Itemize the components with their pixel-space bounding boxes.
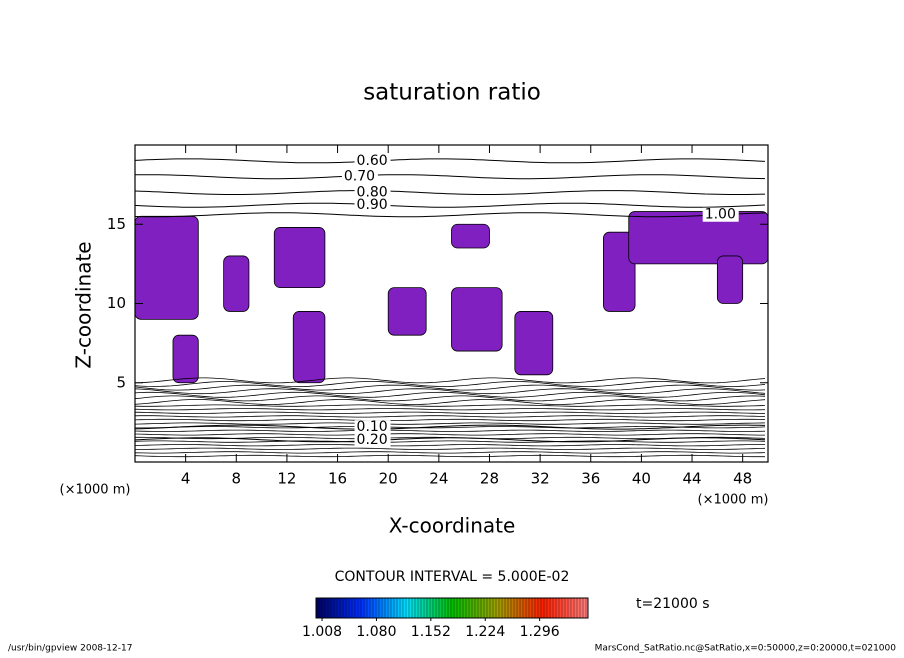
contour-label-bg <box>354 198 391 213</box>
x-tick-label: 8 <box>232 470 242 488</box>
contour-line <box>135 212 766 218</box>
contour-line-minor <box>135 384 766 391</box>
contour-label-bg <box>354 153 391 168</box>
contour-line-minor <box>135 451 766 454</box>
contour-line-minor <box>135 408 766 411</box>
y-unit: (×1000 m) <box>60 483 131 498</box>
y-axis-label: Z-coordinate <box>72 241 96 368</box>
contour-line <box>135 158 766 164</box>
contour-line <box>135 190 766 195</box>
shaded-region <box>716 255 744 304</box>
x-axis-label: X-coordinate <box>389 514 516 538</box>
contour-line-minor <box>135 447 766 450</box>
shaded-region <box>135 215 199 320</box>
shaded-region <box>273 227 326 289</box>
contour-label: 0.70 <box>344 169 375 185</box>
contour-label: 0.20 <box>357 432 388 448</box>
contour-label-bg <box>702 207 739 222</box>
shaded-region <box>514 311 554 376</box>
contour-line-minor <box>135 418 766 422</box>
colorbar-label: 1.152 <box>411 624 451 640</box>
x-tick-label: 44 <box>682 470 701 488</box>
contour-label-bg <box>354 432 391 447</box>
y-tick-label: 15 <box>107 215 126 233</box>
x-tick-label: 12 <box>277 470 296 488</box>
contour-line-minor <box>135 440 766 443</box>
shaded-region <box>172 334 199 384</box>
x-tick-label: 36 <box>581 470 600 488</box>
contour-line-minor <box>135 377 766 384</box>
contour-label-bg <box>341 169 378 184</box>
contour-line-minor <box>135 388 766 395</box>
contour-line-minor <box>135 391 766 398</box>
shaded-region <box>451 287 503 352</box>
x-tick-label: 24 <box>429 470 448 488</box>
x-tick-label: 48 <box>733 470 752 488</box>
contour-line <box>135 424 766 430</box>
contour-label: 0.80 <box>357 185 388 201</box>
colorbar-label: 1.224 <box>465 624 505 640</box>
contour-line-minor <box>135 395 766 402</box>
contour-label: 1.00 <box>705 207 736 223</box>
contour-label: 0.10 <box>357 419 388 435</box>
footer-left: /usr/bin/gpview 2008-12-17 <box>8 644 132 654</box>
contour-line-minor <box>135 404 766 407</box>
shaded-region <box>603 231 636 312</box>
x-unit: (×1000 m) <box>698 493 769 508</box>
colorbar-label: 1.008 <box>302 624 342 640</box>
shaded-region <box>292 311 326 384</box>
x-tick-label: 16 <box>328 470 347 488</box>
contour-line <box>135 174 766 180</box>
x-tick-label: 20 <box>379 470 398 488</box>
x-tick-label: 40 <box>632 470 651 488</box>
shaded-region <box>223 255 250 312</box>
contour-line-minor <box>135 426 766 429</box>
shaded-region <box>628 211 768 265</box>
colorbar <box>315 597 589 619</box>
plot-area: 0.600.700.800.90 1.00 0.100.20 <box>135 153 768 458</box>
contour-label: 0.90 <box>357 197 388 213</box>
y-tick-label: 10 <box>107 294 126 312</box>
contour-label: 0.60 <box>357 153 388 169</box>
x-tick-label: 28 <box>480 470 499 488</box>
colorbar-label: 1.080 <box>356 624 396 640</box>
contour-line-minor <box>135 444 765 447</box>
x-tick-label: 32 <box>531 470 550 488</box>
contour-line <box>135 202 766 208</box>
contour-interval: CONTOUR INTERVAL = 5.000E-02 <box>335 569 570 585</box>
contour-line-minor <box>135 399 766 405</box>
contour-line-minor <box>135 454 765 458</box>
chart-title: saturation ratio <box>363 80 541 106</box>
shaded-region <box>387 287 427 336</box>
contour-line-minor <box>135 433 765 436</box>
contour-label-bg <box>354 420 391 435</box>
footer-right: MarsCond_SatRatio.nc@SatRatio,x=0:50000,… <box>595 644 897 654</box>
contour-line <box>135 437 766 443</box>
shaded-region <box>451 223 490 249</box>
contour-line-minor <box>135 429 766 432</box>
y-tick-label: 5 <box>116 373 126 391</box>
contour-line-minor <box>135 422 766 425</box>
x-tick-label: 4 <box>181 470 191 488</box>
colorbar-label: 1.296 <box>520 624 560 640</box>
contour-line-minor <box>135 381 766 387</box>
contour-label-bg <box>354 185 391 200</box>
contour-line-minor <box>135 411 766 414</box>
contour-line-minor <box>135 415 766 418</box>
time-label: t=21000 s <box>636 596 710 612</box>
